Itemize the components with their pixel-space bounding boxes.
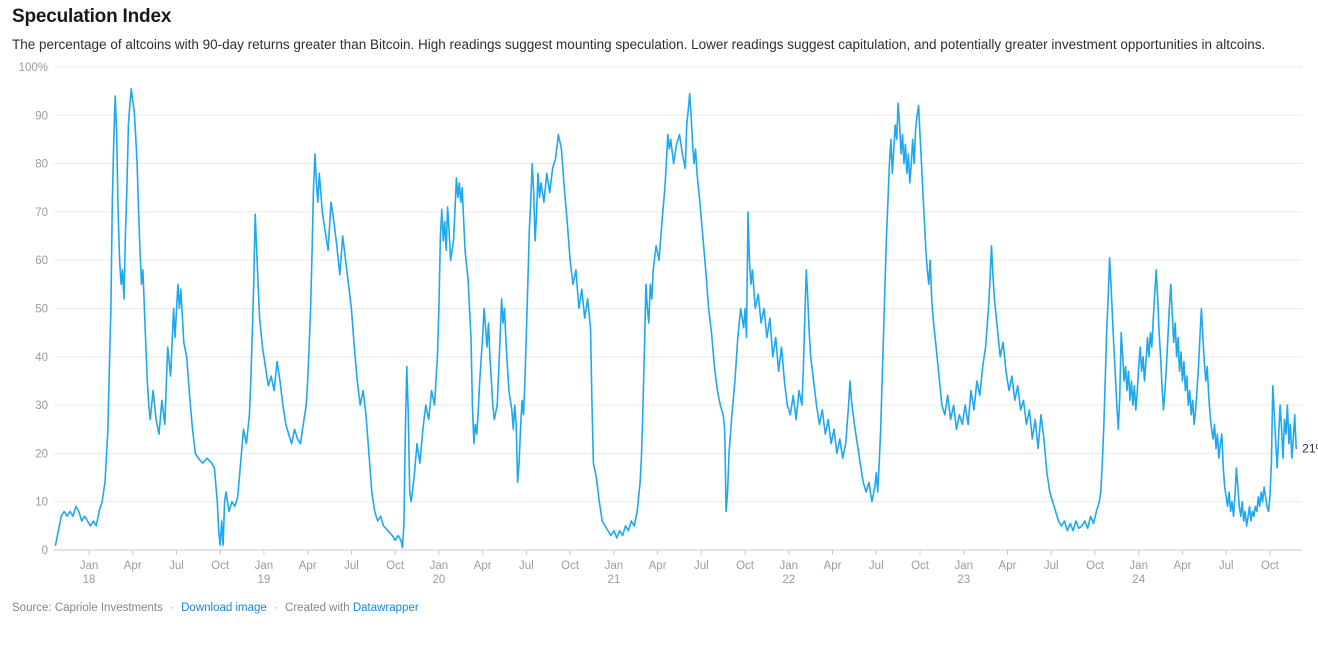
y-axis-label: 80 xyxy=(35,158,48,170)
x-tick-year-label: 23 xyxy=(957,574,970,586)
y-axis-label: 40 xyxy=(35,351,48,363)
x-tick-year-label: 22 xyxy=(782,574,795,586)
x-tick-label: Jan xyxy=(780,560,799,572)
chart-title: Speculation Index xyxy=(12,6,172,27)
x-tick-label: Oct xyxy=(211,560,230,572)
x-tick-label: Oct xyxy=(1086,560,1105,572)
x-tick-label: Jul xyxy=(1044,560,1059,572)
y-axis-label: 10 xyxy=(35,496,48,508)
x-tick-label: Apr xyxy=(999,560,1017,572)
chart-description: The percentage of altcoins with 90-day r… xyxy=(12,37,1266,52)
y-axis-label: 100% xyxy=(19,62,48,74)
x-tick-year-label: 21 xyxy=(607,574,620,586)
download-image-link[interactable]: Download image xyxy=(181,601,267,614)
y-axis-label: 60 xyxy=(35,255,48,267)
x-tick-label: Apr xyxy=(124,560,142,572)
chart-footer: Source: Capriole Investments · Download … xyxy=(12,602,1306,614)
line-chart: 0 10 20 30 40 50 60 70 80 90 100% Jan 18 Apr Jul Oct Jan… xyxy=(12,57,1318,592)
x-tick-label: Jan xyxy=(430,560,449,572)
x-tick-label: Jul xyxy=(169,560,184,572)
footer-separator: · xyxy=(274,601,278,614)
source-name: Capriole Investments xyxy=(54,601,163,614)
x-tick-label: Apr xyxy=(824,560,842,572)
x-tick-label: Apr xyxy=(299,560,317,572)
x-tick-label: Jul xyxy=(1219,560,1234,572)
series-line xyxy=(54,87,1297,548)
x-tick-label: Jan xyxy=(1129,560,1148,572)
x-tick-label: Apr xyxy=(1173,560,1191,572)
y-axis-label: 70 xyxy=(35,206,48,218)
source-label: Source: Capriole Investments xyxy=(12,601,163,614)
footer-separator: · xyxy=(170,601,174,614)
x-tick-year-label: 24 xyxy=(1132,574,1145,586)
y-axis-label: 0 xyxy=(42,545,48,557)
x-tick-label: Apr xyxy=(649,560,667,572)
x-tick-label: Jan xyxy=(605,560,624,572)
x-tick-label: Jul xyxy=(519,560,534,572)
y-axis-label: 30 xyxy=(35,400,48,412)
datawrapper-link[interactable]: Datawrapper xyxy=(352,601,419,614)
x-tick-label: Oct xyxy=(386,560,405,572)
x-tick-label: Jan xyxy=(954,560,973,572)
chart-canvas: 0 10 20 30 40 50 60 70 80 90 100% Jan 18 Apr Jul Oct Jan… xyxy=(19,62,1318,586)
x-tick-year-label: 18 xyxy=(83,574,96,586)
y-axis-label: 50 xyxy=(35,303,48,315)
x-tick-label: Jan xyxy=(255,560,274,572)
x-tick-label: Jul xyxy=(869,560,884,572)
x-tick-year-label: 20 xyxy=(432,574,445,586)
x-tick-label: Jan xyxy=(80,560,99,572)
y-axis-label: 90 xyxy=(35,110,48,122)
x-tick-label: Jul xyxy=(344,560,359,572)
x-tick-label: Oct xyxy=(911,560,930,572)
x-tick-year-label: 19 xyxy=(258,574,271,586)
end-value-label: 21% xyxy=(1302,441,1318,455)
x-tick-label: Oct xyxy=(1261,560,1280,572)
chart-card: Speculation Index The percentage of altc… xyxy=(12,6,1318,614)
x-tick-label: Jul xyxy=(694,560,709,572)
created-with-label: Created with xyxy=(285,601,350,614)
y-axis-label: 20 xyxy=(35,448,48,460)
x-tick-label: Oct xyxy=(561,560,580,572)
x-tick-label: Oct xyxy=(736,560,755,572)
x-tick-label: Apr xyxy=(474,560,492,572)
